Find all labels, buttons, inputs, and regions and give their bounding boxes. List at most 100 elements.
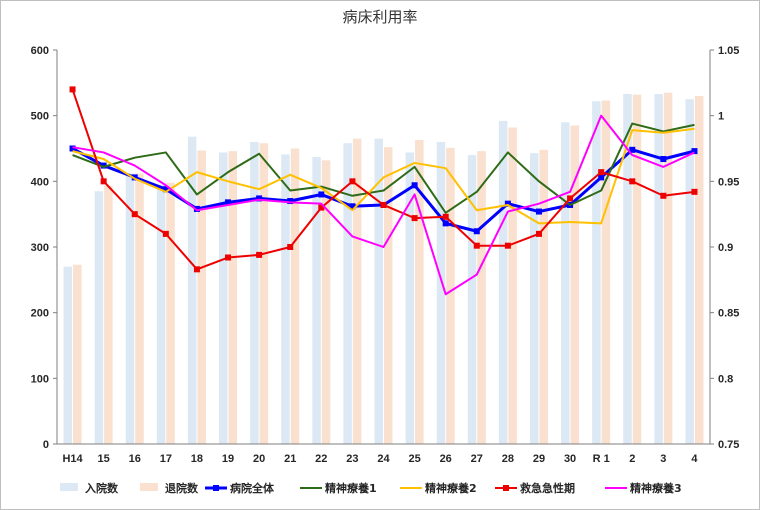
axes-layer: 0 100 200 300 400 500 600 0.75 0.8 0.85 0.9 0.95 1 1.… xyxy=(31,45,740,465)
point-救急急性期-26 xyxy=(442,213,449,220)
point-救急急性期-H14 xyxy=(69,86,76,93)
legend-marker-病院全体 xyxy=(213,485,219,491)
point-救急急性期-21 xyxy=(287,244,294,250)
bar-入院数-25 xyxy=(405,152,415,444)
x-tick-label: 20 xyxy=(253,453,265,465)
x-tick-label: 26 xyxy=(440,453,452,465)
line-精神療養3 xyxy=(72,114,695,296)
bar-入院数-28 xyxy=(498,120,508,445)
x-tick-label: 19 xyxy=(222,453,234,465)
legend-swatch-入院数 xyxy=(60,483,78,491)
point-病院全体-16 xyxy=(131,174,138,181)
line-精神療養1 xyxy=(72,122,695,214)
bar-退院数-16 xyxy=(135,173,144,444)
bar-入院数-3 xyxy=(654,93,663,444)
x-tick-label: 16 xyxy=(129,453,141,465)
x-tick-label: 17 xyxy=(160,453,172,465)
point-病院全体-15 xyxy=(100,162,107,169)
x-tick-label: 2 xyxy=(629,453,635,465)
point-救急急性期-24 xyxy=(380,201,387,208)
bar-退院数-19 xyxy=(228,151,238,445)
bar-退院数-4 xyxy=(694,95,704,444)
bar-入院数-21 xyxy=(281,154,290,444)
point-病院全体-19 xyxy=(225,199,232,206)
point-救急急性期-29 xyxy=(535,230,542,237)
legend-label-退院数: 退院数 xyxy=(165,481,199,495)
y-left-tick-label: 300 xyxy=(31,242,49,254)
point-救急急性期-23 xyxy=(349,178,356,185)
point-救急急性期-15 xyxy=(100,178,107,185)
bar-退院数-29 xyxy=(539,149,548,444)
point-病院全体-H14 xyxy=(69,145,76,152)
y-right-tick-label: 0.75 xyxy=(718,439,739,451)
x-tick-label: H14 xyxy=(62,453,83,465)
line-精神療養2 xyxy=(72,127,695,225)
chart-title: 病床利用率 xyxy=(342,8,417,26)
bar-退院数-18 xyxy=(197,150,206,444)
bar-退院数-3 xyxy=(663,92,673,444)
bar-入院数-20 xyxy=(250,141,259,444)
bar-入院数-26 xyxy=(436,141,446,444)
legend: 入院数 退院数 病院全体 精神療養1 精神療養2 救急急性期 精神療養3 xyxy=(60,481,682,495)
x-tick-label: 3 xyxy=(660,453,666,465)
lines-layer xyxy=(69,86,698,296)
point-救急急性期-17 xyxy=(162,230,169,237)
x-tick-label: 23 xyxy=(346,453,358,465)
legend-label-精神療養2: 精神療養2 xyxy=(425,481,477,495)
point-病院全体-28 xyxy=(504,200,511,207)
bar-退院数-30 xyxy=(570,125,580,445)
bar-退院数-26 xyxy=(446,147,455,445)
x-tick-label: 22 xyxy=(315,453,327,465)
point-病院全体-R 1 xyxy=(598,174,605,181)
y-right-tick-label: 1.05 xyxy=(718,45,739,57)
bar-入院数-23 xyxy=(343,143,352,444)
bar-退院数-22 xyxy=(321,160,331,444)
bar-退院数-H14 xyxy=(73,264,82,444)
point-病院全体-4 xyxy=(691,148,698,155)
point-救急急性期-22 xyxy=(318,204,325,211)
bar-退院数-24 xyxy=(384,147,393,445)
point-救急急性期-16 xyxy=(131,211,138,218)
legend-label-精神療養1: 精神療養1 xyxy=(325,481,377,495)
x-tick-label: 29 xyxy=(533,453,545,465)
point-救急急性期-28 xyxy=(504,242,511,249)
bar-退院数-15 xyxy=(104,185,113,444)
point-病院全体-27 xyxy=(473,228,480,235)
point-救急急性期-25 xyxy=(411,215,418,222)
y-left-tick-label: 400 xyxy=(31,176,49,188)
point-病院全体-3 xyxy=(660,156,667,163)
point-救急急性期-27 xyxy=(473,242,480,249)
point-病院全体-25 xyxy=(411,182,418,189)
point-救急急性期-4 xyxy=(691,188,698,195)
bar-退院数-27 xyxy=(477,151,486,445)
y-left-tick-label: 100 xyxy=(31,373,49,385)
legend-marker-救急急性期 xyxy=(503,485,509,491)
bar-入院数-24 xyxy=(374,138,383,444)
y-left-tick-label: 500 xyxy=(31,111,49,123)
legend-swatch-退院数 xyxy=(140,483,158,491)
bar-入院数-27 xyxy=(467,155,477,445)
bar-退院数-28 xyxy=(508,127,517,444)
point-救急急性期-3 xyxy=(660,192,667,199)
x-tick-label: 18 xyxy=(191,453,203,465)
y-right-tick-label: 0.8 xyxy=(718,373,733,385)
point-救急急性期-18 xyxy=(193,266,200,273)
legend-label-救急急性期: 救急急性期 xyxy=(520,481,575,495)
point-病院全体-23 xyxy=(349,203,356,210)
point-救急急性期-2 xyxy=(629,178,636,185)
bars-layer xyxy=(63,92,704,445)
bar-入院数-18 xyxy=(187,136,197,444)
legend-label-精神療養3: 精神療養3 xyxy=(630,481,682,495)
bar-入院数-4 xyxy=(685,99,694,444)
bar-入院数-17 xyxy=(156,184,166,444)
point-病院全体-26 xyxy=(442,220,449,227)
x-tick-label: 28 xyxy=(502,453,514,465)
y-right-tick-label: 0.95 xyxy=(718,176,739,188)
bar-退院数-20 xyxy=(259,143,269,444)
point-病院全体-21 xyxy=(287,198,294,205)
point-病院全体-22 xyxy=(318,191,325,198)
bar-入院数-22 xyxy=(312,157,321,444)
bar-退院数-17 xyxy=(166,182,175,444)
y-left-tick-label: 600 xyxy=(31,45,49,57)
bar-入院数-15 xyxy=(94,191,104,444)
